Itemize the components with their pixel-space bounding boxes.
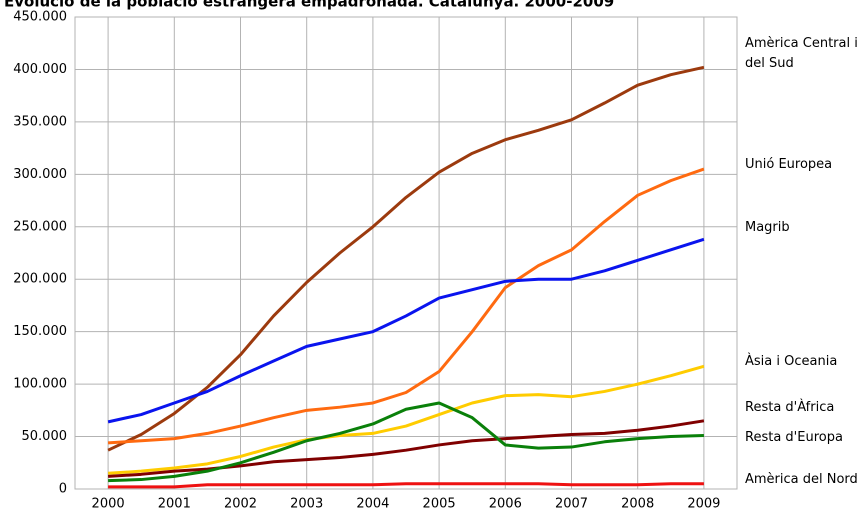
- chart-title: Evolució de la població estrangera empad…: [4, 0, 614, 11]
- series-label: Amèrica del Nord: [745, 472, 858, 487]
- y-tick-label: 250.000: [13, 219, 67, 234]
- series-label: Amèrica Central i del Sud: [745, 36, 858, 71]
- series-label: Resta d'Europa: [745, 430, 843, 445]
- series-line: [108, 401, 704, 483]
- y-tick-label: 100.000: [13, 377, 67, 392]
- series-line: [108, 419, 705, 478]
- x-tick-label: 2002: [224, 497, 257, 512]
- y-tick-label: 50.000: [22, 429, 68, 444]
- x-tick-label: 2008: [621, 497, 654, 512]
- series-label: Resta d'Àfrica: [745, 400, 835, 415]
- x-tick-label: 2001: [158, 497, 191, 512]
- y-tick-label: 400.000: [13, 62, 67, 77]
- y-tick-label: 350.000: [13, 114, 67, 129]
- series-line: [107, 65, 705, 452]
- x-tick-label: 2009: [687, 497, 720, 512]
- series-label: Àsia i Oceania: [745, 354, 838, 369]
- x-tick-label: 2005: [423, 497, 456, 512]
- x-tick-label: 2004: [356, 497, 389, 512]
- plot-frame: [74, 16, 738, 490]
- y-tick-label: 450.000: [13, 10, 67, 25]
- x-tick-label: 2000: [92, 497, 125, 512]
- series-label: Magrib: [745, 220, 790, 235]
- x-tick-label: 2003: [290, 497, 323, 512]
- series-line: [108, 167, 705, 445]
- x-tick-label: 2006: [489, 497, 522, 512]
- series-line: [107, 237, 705, 424]
- series-line: [108, 364, 705, 475]
- y-tick-label: 300.000: [13, 167, 67, 182]
- y-tick-label: 0: [59, 482, 67, 497]
- series-label: Unió Europea: [745, 157, 833, 172]
- x-tick-label: 2007: [555, 497, 588, 512]
- y-tick-label: 150.000: [13, 324, 67, 339]
- y-tick-label: 200.000: [13, 272, 67, 287]
- series-line: [108, 482, 704, 489]
